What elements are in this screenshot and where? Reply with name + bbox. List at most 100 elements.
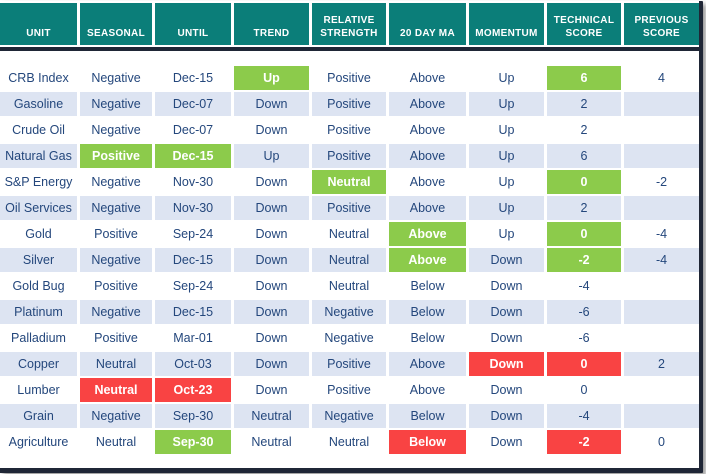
cell-crude-oil-unit: Crude Oil (0, 118, 77, 142)
cell-oil-services-relative-strength: Positive (312, 196, 386, 220)
cell-grain-until: Sep-30 (155, 404, 231, 428)
cell-natural-gas-momentum: Up (469, 144, 544, 168)
cell-gold-previous-score: -4 (624, 222, 699, 246)
cell-silver-seasonal: Negative (80, 248, 152, 272)
cell-gold-bug-seasonal: Positive (80, 274, 152, 298)
cell-agriculture-technical-score: -2 (547, 430, 621, 454)
header-divider (0, 47, 699, 51)
cell-gold-bug-unit: Gold Bug (0, 274, 77, 298)
cell-copper-unit: Copper (0, 352, 77, 376)
cell-agriculture-trend: Neutral (234, 430, 309, 454)
cell-lumber-momentum: Down (469, 378, 544, 402)
column-header-momentum: MOMENTUM (469, 3, 544, 45)
cell-crude-oil-until: Dec-07 (155, 118, 231, 142)
cell-s-p-energy-technical-score: 0 (547, 170, 621, 194)
cell-copper-technical-score: 0 (547, 352, 621, 376)
cell-palladium-relative-strength: Negative (312, 326, 386, 350)
cell-silver-relative-strength: Neutral (312, 248, 386, 272)
cell-agriculture-unit: Agriculture (0, 430, 77, 454)
cell-crb-index-seasonal: Negative (80, 66, 152, 90)
cell-grain-previous-score (624, 404, 699, 428)
cell-crb-index-20-day-ma: Above (389, 66, 466, 90)
cell-gold-20-day-ma: Above (389, 222, 466, 246)
column-header-previous-score: PREVIOUS SCORE (624, 3, 699, 45)
cell-gold-relative-strength: Neutral (312, 222, 386, 246)
cell-s-p-energy-seasonal: Negative (80, 170, 152, 194)
cell-palladium-momentum: Down (469, 326, 544, 350)
cell-oil-services-trend: Down (234, 196, 309, 220)
cell-grain-seasonal: Negative (80, 404, 152, 428)
cell-s-p-energy-20-day-ma: Above (389, 170, 466, 194)
cell-platinum-trend: Down (234, 300, 309, 324)
cell-natural-gas-seasonal: Positive (80, 144, 152, 168)
column-header-until: UNTIL (155, 3, 231, 45)
cell-copper-previous-score: 2 (624, 352, 699, 376)
cell-s-p-energy-trend: Down (234, 170, 309, 194)
cell-grain-technical-score: -4 (547, 404, 621, 428)
cell-oil-services-technical-score: 2 (547, 196, 621, 220)
cell-platinum-until: Dec-15 (155, 300, 231, 324)
cell-palladium-unit: Palladium (0, 326, 77, 350)
cell-oil-services-momentum: Up (469, 196, 544, 220)
cell-agriculture-seasonal: Neutral (80, 430, 152, 454)
cell-silver-unit: Silver (0, 248, 77, 272)
cell-grain-momentum: Down (469, 404, 544, 428)
cell-silver-trend: Down (234, 248, 309, 272)
cell-crude-oil-trend: Down (234, 118, 309, 142)
cell-grain-unit: Grain (0, 404, 77, 428)
cell-platinum-momentum: Down (469, 300, 544, 324)
cell-palladium-previous-score (624, 326, 699, 350)
cell-copper-20-day-ma: Above (389, 352, 466, 376)
cell-gold-bug-momentum: Down (469, 274, 544, 298)
cell-gold-until: Sep-24 (155, 222, 231, 246)
cell-oil-services-20-day-ma: Above (389, 196, 466, 220)
cell-agriculture-momentum: Down (469, 430, 544, 454)
cell-crude-oil-momentum: Up (469, 118, 544, 142)
cell-lumber-previous-score (624, 378, 699, 402)
cell-gold-seasonal: Positive (80, 222, 152, 246)
column-header-20-day-ma: 20 DAY MA (389, 3, 466, 45)
cell-agriculture-20-day-ma: Below (389, 430, 466, 454)
cell-crb-index-relative-strength: Positive (312, 66, 386, 90)
cell-silver-momentum: Down (469, 248, 544, 272)
cell-s-p-energy-unit: S&P Energy (0, 170, 77, 194)
cell-agriculture-previous-score: 0 (624, 430, 699, 454)
cell-platinum-seasonal: Negative (80, 300, 152, 324)
cell-gold-bug-previous-score (624, 274, 699, 298)
cell-palladium-trend: Down (234, 326, 309, 350)
cell-palladium-until: Mar-01 (155, 326, 231, 350)
cell-crude-oil-relative-strength: Positive (312, 118, 386, 142)
cell-platinum-technical-score: -6 (547, 300, 621, 324)
cell-crb-index-previous-score: 4 (624, 66, 699, 90)
cell-crb-index-trend: Up (234, 66, 309, 90)
cell-natural-gas-technical-score: 6 (547, 144, 621, 168)
column-header-technical-score: TECHNICAL SCORE (547, 3, 621, 45)
cell-platinum-20-day-ma: Below (389, 300, 466, 324)
cell-natural-gas-previous-score (624, 144, 699, 168)
column-header-seasonal: SEASONAL (80, 3, 152, 45)
cell-palladium-technical-score: -6 (547, 326, 621, 350)
cell-lumber-unit: Lumber (0, 378, 77, 402)
cell-oil-services-unit: Oil Services (0, 196, 77, 220)
cell-gold-bug-trend: Down (234, 274, 309, 298)
cell-s-p-energy-until: Nov-30 (155, 170, 231, 194)
cell-lumber-seasonal: Neutral (80, 378, 152, 402)
cell-platinum-previous-score (624, 300, 699, 324)
cell-oil-services-until: Nov-30 (155, 196, 231, 220)
header-spacer (0, 53, 699, 64)
cell-silver-previous-score: -4 (624, 248, 699, 272)
cell-lumber-until: Oct-23 (155, 378, 231, 402)
cell-gasoline-seasonal: Negative (80, 92, 152, 116)
cell-crude-oil-previous-score (624, 118, 699, 142)
cell-gold-unit: Gold (0, 222, 77, 246)
cell-copper-trend: Down (234, 352, 309, 376)
cell-grain-20-day-ma: Below (389, 404, 466, 428)
cell-s-p-energy-momentum: Up (469, 170, 544, 194)
cell-crude-oil-20-day-ma: Above (389, 118, 466, 142)
cell-gold-trend: Down (234, 222, 309, 246)
cell-agriculture-relative-strength: Neutral (312, 430, 386, 454)
cell-crb-index-unit: CRB Index (0, 66, 77, 90)
cell-lumber-20-day-ma: Above (389, 378, 466, 402)
cell-natural-gas-20-day-ma: Above (389, 144, 466, 168)
